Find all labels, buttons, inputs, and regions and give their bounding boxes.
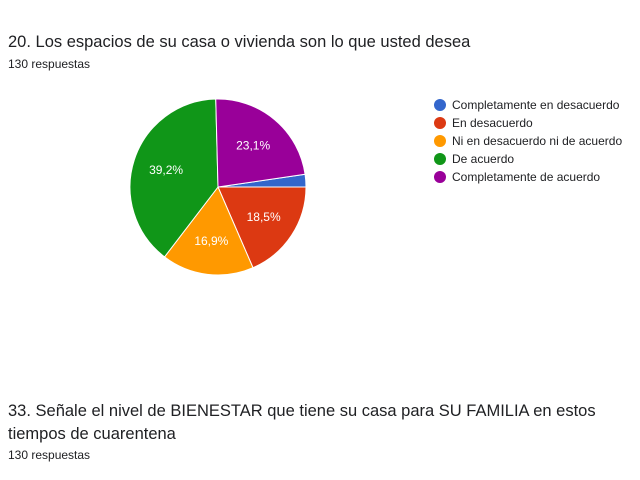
slice-data-label: 16,9% <box>194 234 228 248</box>
legend-label: De acuerdo <box>452 152 515 166</box>
pie-slice <box>217 186 307 269</box>
legend-label: En desacuerdo <box>452 116 533 130</box>
chart-legend: Completamente en desacuerdo En desacuerdo… <box>434 96 622 186</box>
question-title: 20. Los espacios de su casa o vivienda s… <box>8 33 471 51</box>
legend-swatch <box>434 153 446 165</box>
legend-item: Completamente en desacuerdo <box>434 96 622 114</box>
question-title: 33. Señale el nivel de BIENESTAR que tie… <box>8 402 596 443</box>
legend-item: Ni en desacuerdo ni de acuerdo <box>434 132 622 150</box>
response-count: 130 respuestas <box>8 448 91 462</box>
legend-label: Completamente en desacuerdo <box>452 98 620 112</box>
legend-label: Ni en desacuerdo ni de acuerdo <box>452 134 623 148</box>
legend-swatch <box>434 135 446 147</box>
slice-data-label: 39,2% <box>149 163 183 177</box>
legend-swatch <box>434 99 446 111</box>
pie-slice <box>129 98 219 258</box>
response-count: 130 respuestas <box>8 57 91 71</box>
pie-slice <box>163 186 254 276</box>
legend-item: De acuerdo <box>434 150 622 168</box>
slice-data-label: 18,5% <box>247 210 281 224</box>
legend-swatch <box>434 171 446 183</box>
legend-swatch <box>434 117 446 129</box>
pie-slice <box>215 98 306 188</box>
slice-data-label: 23,1% <box>236 138 270 152</box>
legend-item: Completamente de acuerdo <box>434 168 622 186</box>
legend-item: En desacuerdo <box>434 114 622 132</box>
legend-label: Completamente de acuerdo <box>452 170 601 184</box>
